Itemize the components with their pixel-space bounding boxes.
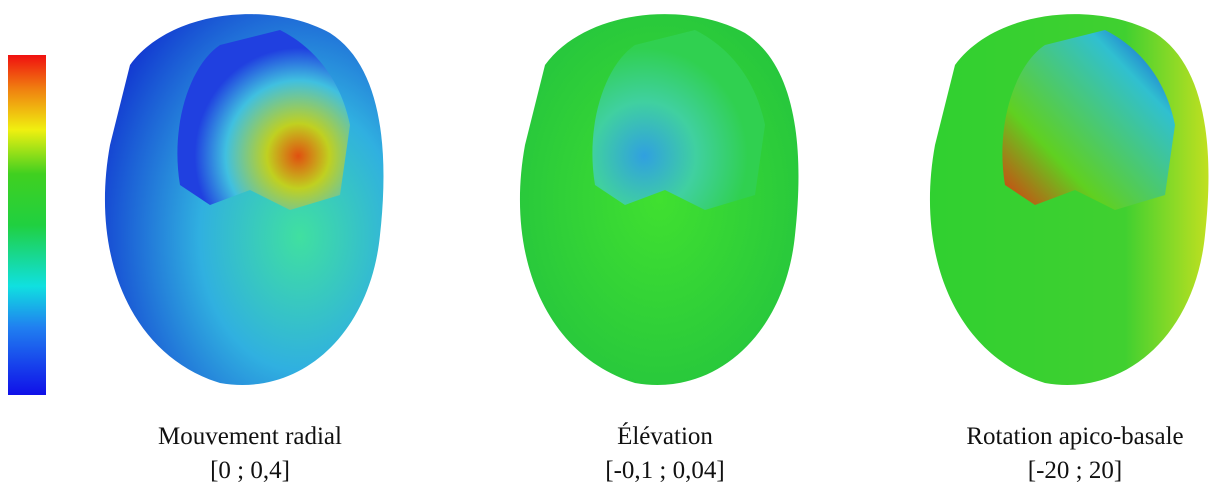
- color-bar: [8, 55, 46, 395]
- heart-elevation: [519, 14, 799, 385]
- panel-range: [-0,1 ; 0,04]: [605, 457, 724, 484]
- heart-rotation: [929, 14, 1209, 385]
- heart-radial: [104, 14, 384, 385]
- panel-range: [0 ; 0,4]: [210, 457, 290, 484]
- panel-title: Rotation apico-basale: [966, 423, 1183, 450]
- panel-range: [-20 ; 20]: [1028, 457, 1122, 484]
- panel-title: Mouvement radial: [158, 423, 342, 450]
- panel-title: Élévation: [617, 422, 713, 450]
